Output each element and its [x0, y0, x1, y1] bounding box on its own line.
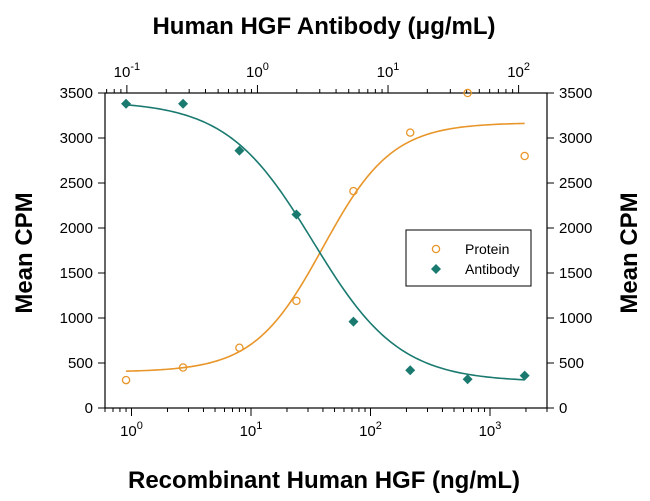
legend-box: [405, 229, 532, 287]
plot-frame: [104, 92, 548, 409]
y-tick-label-left: 2000: [60, 220, 93, 237]
antibody-point: [348, 316, 359, 327]
top-axis-title: Human HGF Antibody (μg/mL): [152, 13, 495, 40]
y-tick-label-left: 1500: [60, 265, 93, 282]
y-tick-label-right: 500: [559, 355, 584, 372]
legend: Protein Antibody: [405, 229, 532, 287]
antibody-point: [121, 98, 132, 109]
legend-protein-label: Protein: [465, 241, 509, 257]
antibody-fit-curve: [125, 103, 525, 381]
top-x-tick-label: 102: [507, 61, 530, 81]
y-tick-label-right: 1000: [559, 310, 592, 327]
top-x-tick-label: 10-1: [114, 61, 140, 81]
bottom-axis-title: Recombinant Human HGF (ng/mL): [128, 467, 520, 494]
right-axis-title: Mean CPM: [616, 192, 643, 313]
y-tick-label-right: 1500: [559, 265, 592, 282]
x-tick-label: 103: [479, 420, 502, 440]
y-tick-label-left: 3500: [60, 85, 93, 102]
y-tick-label-left: 3000: [60, 130, 93, 147]
antibody-point: [462, 374, 473, 385]
protein-point: [405, 128, 415, 137]
protein-point: [121, 375, 131, 385]
antibody-point: [405, 365, 416, 376]
antibody-point: [291, 209, 302, 220]
y-tick-label-right: 3000: [559, 130, 592, 147]
antibody-point: [234, 145, 245, 156]
x-tick-label: 100: [120, 420, 143, 440]
x-tick-label: 101: [240, 420, 263, 440]
protein-fit-curve: [126, 122, 525, 372]
data-points: [121, 88, 530, 385]
protein-point: [235, 343, 244, 352]
x-tick-label: 102: [359, 420, 382, 440]
y-tick-label-right: 2000: [559, 220, 592, 237]
protein-point: [178, 363, 188, 372]
legend-protein-marker: [431, 244, 441, 254]
protein-point: [520, 151, 529, 161]
y-tick-label-left: 0: [85, 400, 93, 417]
left-axis-title: Mean CPM: [11, 192, 38, 313]
y-tick-label-right: 2500: [559, 175, 592, 192]
fit-curves: [125, 103, 525, 381]
antibody-point: [178, 98, 189, 109]
y-tick-label-right: 0: [559, 400, 567, 417]
top-x-tick-label: 100: [246, 61, 269, 81]
axes-layer: 0 0 500 500 1000 1000 1500 1500 2000 2000 2500 2500…: [60, 61, 593, 440]
protein-point: [292, 296, 301, 306]
legend-antibody-label: Antibody: [465, 261, 519, 277]
legend-antibody-marker: [431, 264, 441, 274]
y-tick-label-left: 1000: [60, 310, 93, 327]
protein-point: [463, 88, 472, 98]
y-tick-label-left: 500: [68, 355, 93, 372]
protein-point: [349, 186, 358, 196]
y-tick-label-right: 3500: [559, 85, 592, 102]
antibody-point: [519, 370, 530, 381]
y-tick-label-left: 2500: [60, 175, 93, 192]
top-x-tick-label: 101: [377, 61, 400, 81]
